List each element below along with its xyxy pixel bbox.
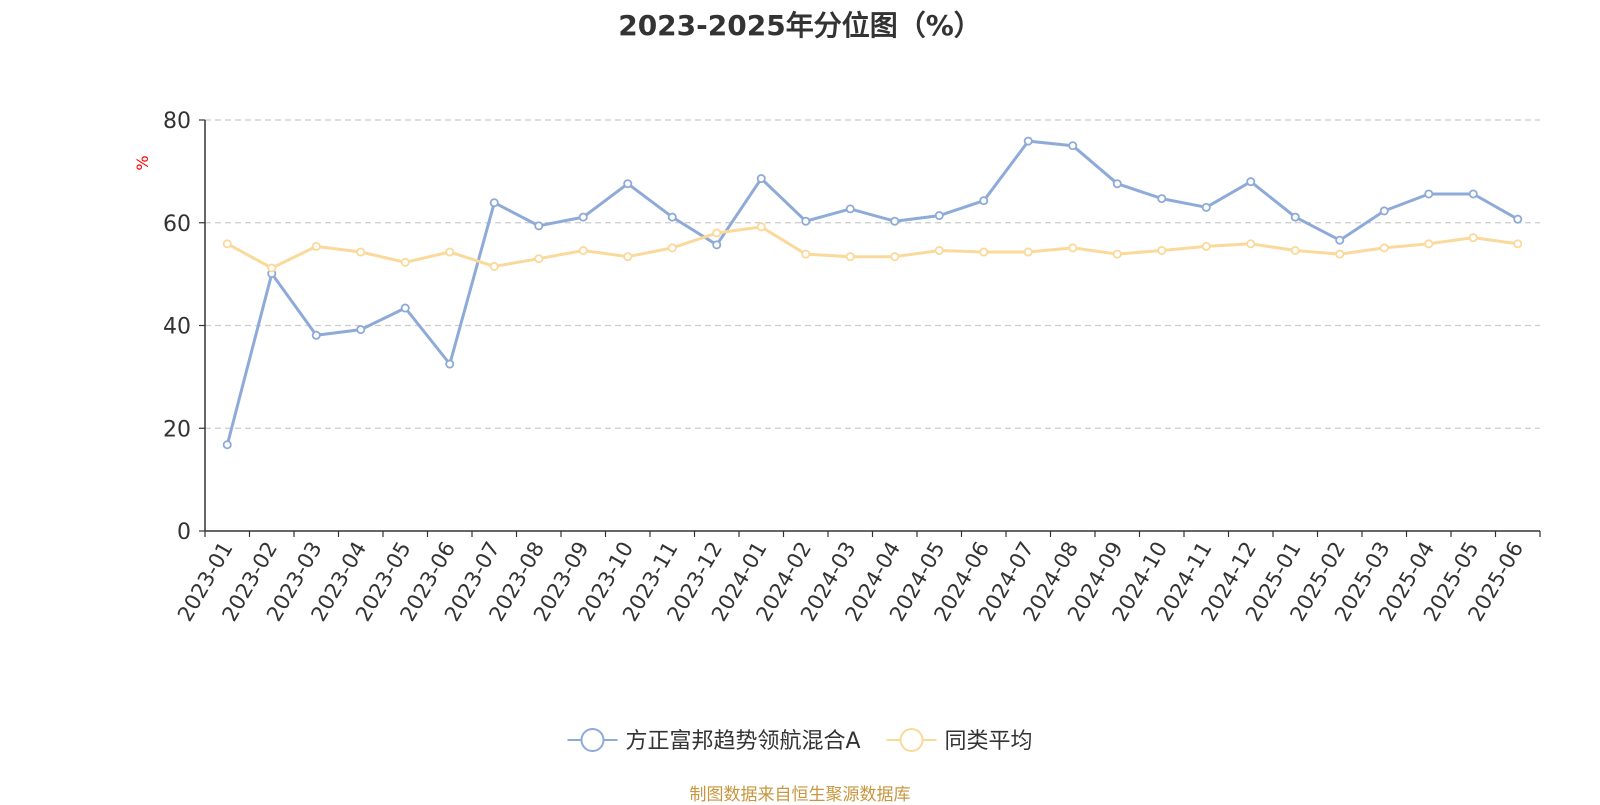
series-0-point[interactable] [801,216,811,226]
series-1-point[interactable] [890,252,900,262]
series-0-point[interactable] [623,179,633,189]
series-1-point[interactable] [712,228,722,238]
series-1-point[interactable] [756,222,766,232]
axes: 0204060802023-012023-022023-032023-04202… [163,109,1541,625]
legend-marker-icon [899,728,924,752]
series-1-point[interactable] [489,261,499,271]
series-0-point[interactable] [712,240,722,250]
series-0-point[interactable] [1023,136,1033,146]
series-1-point[interactable] [979,247,989,257]
y-tick-label: 80 [163,109,191,134]
series-0-point[interactable] [756,174,766,184]
series-0-point[interactable] [1379,206,1389,216]
series-1-point[interactable] [267,263,277,273]
series-1-point[interactable] [623,252,633,262]
series-1-point[interactable] [1112,249,1122,259]
y-tick-label: 20 [163,417,191,442]
series-1-point[interactable] [845,252,855,262]
series-1-point[interactable] [1201,241,1211,251]
legend-label: 方正富邦趋势领航混合A [626,729,861,754]
series-1-point[interactable] [578,245,588,255]
series-0-point[interactable] [222,440,232,450]
series-1-point[interactable] [1513,239,1523,249]
series-0-point[interactable] [578,212,588,222]
source-note: 制图数据来自恒生聚源数据库 [689,785,911,805]
series-0-point[interactable] [1112,179,1122,189]
series-0-point[interactable] [1513,214,1523,224]
chart-title: 2023-2025年分位图（%） [618,9,982,42]
legend-label: 同类平均 [945,729,1033,754]
series-1-point[interactable] [1157,245,1167,255]
series-1-point[interactable] [445,247,455,257]
grid-lines [205,119,1540,429]
series-0-point[interactable] [400,303,410,313]
series-0-point[interactable] [934,211,944,221]
series-0-point[interactable] [1335,235,1345,245]
series-0-point[interactable] [1424,189,1434,199]
series-0-point[interactable] [890,216,900,226]
legend-item-1[interactable]: 同类平均 [886,728,1033,754]
series-0-point[interactable] [1201,202,1211,212]
series-1-point[interactable] [1379,243,1389,253]
series-layer [222,136,1523,450]
legend: 方正富邦趋势领航混合A 同类平均 [567,728,1033,754]
series-1-point[interactable] [1335,249,1345,259]
series-1-point[interactable] [1468,233,1478,243]
legend-marker-icon [580,728,605,752]
series-line-1 [226,225,1519,270]
series-1-point[interactable] [1023,247,1033,257]
series-0-point[interactable] [311,330,321,340]
series-0-point[interactable] [667,212,677,222]
series-1-point[interactable] [222,239,232,249]
series-line-0 [225,139,1519,446]
series-1-point[interactable] [311,241,321,251]
series-0-point[interactable] [489,198,499,208]
series-1-point[interactable] [356,247,366,257]
series-0-point[interactable] [1068,141,1078,151]
series-0-point[interactable] [356,325,366,335]
legend-item-0[interactable]: 方正富邦趋势领航混合A [567,728,861,754]
series-0-point[interactable] [1468,189,1478,199]
series-0-point[interactable] [1290,212,1300,222]
series-0-point[interactable] [1157,194,1167,204]
series-0-point[interactable] [979,196,989,206]
y-tick-label: 40 [163,315,191,340]
series-0-point[interactable] [534,221,544,231]
y-tick-label: 0 [177,520,191,545]
series-1-point[interactable] [801,249,811,259]
y-tick-label: 60 [163,212,191,237]
series-1-point[interactable] [667,243,677,253]
series-1-point[interactable] [534,254,544,264]
series-1-point[interactable] [1290,245,1300,255]
series-1-point[interactable] [1246,239,1256,249]
series-1-point[interactable] [1068,243,1078,253]
series-1-point[interactable] [934,245,944,255]
series-0-point[interactable] [445,359,455,369]
y-axis-label: % [133,155,152,170]
series-0-point[interactable] [845,204,855,214]
series-1-point[interactable] [1424,239,1434,249]
series-1-point[interactable] [400,257,410,267]
series-0-point[interactable] [1246,177,1256,187]
